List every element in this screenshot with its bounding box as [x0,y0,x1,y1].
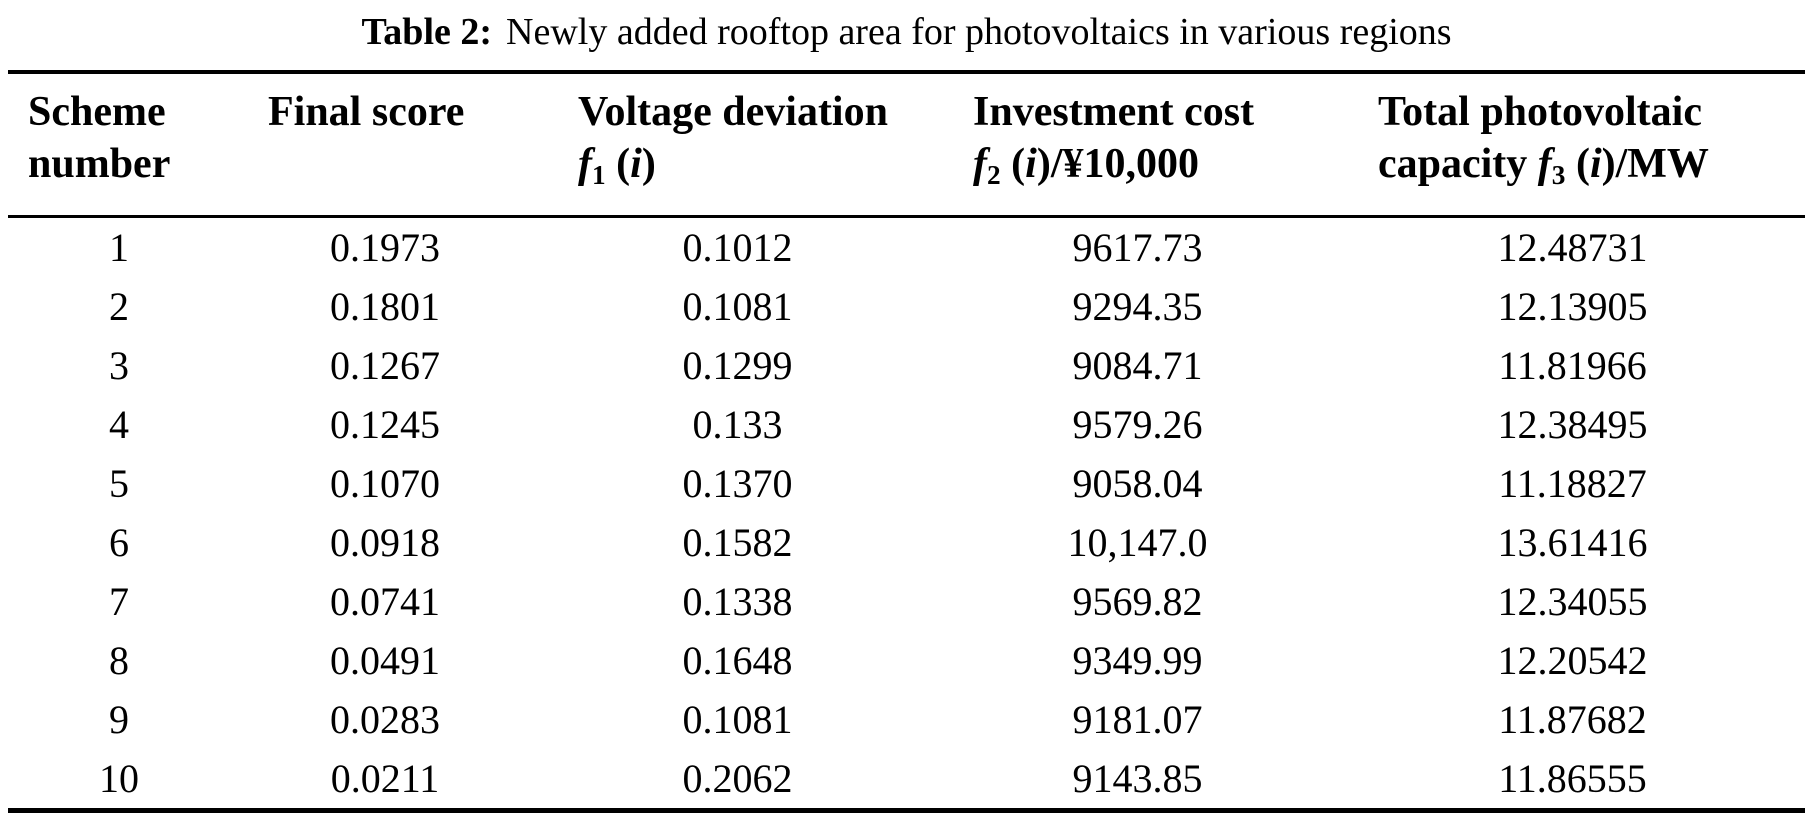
table-cell: 9579.26 [1072,401,1203,447]
table-cell: 6 [109,519,129,565]
math-segment: )/¥10,000 [1036,141,1199,187]
table-cell: 0.0491 [330,637,440,683]
math-segment: capacity [1378,141,1538,187]
math-segment: f [578,141,592,187]
math-segment: ( [1565,141,1590,187]
header-line-1: Voltage deviation [578,89,888,135]
math-segment: f [973,141,987,187]
table-cell: 5 [109,460,129,506]
table-cell: 0.1012 [682,224,793,270]
col-header-voltage-deviation: Voltage deviation f1 (i) [540,72,935,218]
math-segment: i [1589,141,1602,187]
math-segment: )/MW [1601,141,1709,187]
table-row: 2 0.1801 0.1081 9294.35 12.13905 [8,277,1805,336]
table-body: 1 0.1973 0.1012 9617.73 12.48731 2 0.1801 0.108… [8,216,1805,810]
header-line-1: Total photovoltaic [1378,89,1702,135]
header-line-1: Investment cost [973,89,1255,135]
table-cell: 0.1299 [682,342,793,388]
table-row: 10 0.0211 0.2062 9143.85 11.86555 [8,749,1805,811]
table-row: 4 0.1245 0.133 9579.26 12.38495 [8,395,1805,454]
table-cell: 0.0283 [330,696,440,742]
col-header-total-photovoltaic-capacity: Total photovoltaic capacity f3 (i)/MW [1340,72,1805,218]
table-cell: 0.1582 [682,519,793,565]
table-row: 3 0.1267 0.1299 9084.71 11.81966 [8,336,1805,395]
col-header-final-score: Final score [230,72,540,218]
table-cell: 12.48731 [1497,224,1648,270]
table-cell: 9 [109,696,129,742]
header-line-1: Scheme [28,89,166,135]
table-cell: 13.61416 [1497,519,1648,565]
table-cell: 12.20542 [1497,637,1648,683]
results-table: Scheme number Final score Voltage deviat… [8,70,1805,813]
table-cell: 0.1648 [682,637,793,683]
table-cell: 0.1267 [330,342,440,388]
table-row: 1 0.1973 0.1012 9617.73 12.48731 [8,216,1805,277]
table-cell: 12.13905 [1497,283,1648,329]
table-cell: 9181.07 [1072,696,1203,742]
math-segment: 3 [1551,159,1566,190]
header-line-2: number [28,141,171,187]
table-cell: 0.2062 [682,755,793,801]
header-line-2: f2 (i)/¥10,000 [973,138,1340,201]
table-cell: 11.18827 [1498,460,1647,506]
table-cell: 0.133 [692,401,783,447]
table-cell: 0.1801 [330,283,440,329]
math-segment: f [1537,141,1552,187]
table-cell: 9084.71 [1072,342,1203,388]
header-line-2: capacity f3 (i)/MW [1378,138,1805,201]
table-caption-label: Table 2: [361,11,493,53]
table-cell: 0.1245 [330,401,440,447]
table-row: 9 0.0283 0.1081 9181.07 11.87682 [8,690,1805,749]
header-line-1: Final score [268,89,465,135]
math-segment: 1 [592,159,606,190]
table-cell: 2 [109,283,129,329]
table-cell: 0.0918 [330,519,440,565]
table-cell: 0.1081 [682,283,793,329]
math-segment: ) [641,141,656,187]
table-row: 6 0.0918 0.1582 10,147.0 13.61416 [8,513,1805,572]
table-cell: 9143.85 [1072,755,1203,801]
table-cell: 0.1370 [682,460,793,506]
table-cell: 11.87682 [1498,696,1647,742]
table-cell: 9617.73 [1072,224,1203,270]
table-cell: 12.34055 [1497,578,1648,624]
table-row: 5 0.1070 0.1370 9058.04 11.18827 [8,454,1805,513]
table-cell: 8 [109,637,129,683]
header-row: Scheme number Final score Voltage deviat… [8,72,1805,218]
table-cell: 0.1070 [330,460,440,506]
table-cell: 1 [109,224,129,270]
table-cell: 9349.99 [1072,637,1203,683]
table-row: 8 0.0491 0.1648 9349.99 12.20542 [8,631,1805,690]
math-segment: ( [605,141,631,187]
table-cell: 4 [109,401,129,447]
table-cell: 9294.35 [1072,283,1203,329]
math-segment: 2 [987,159,1001,190]
math-segment: ( [1000,141,1026,187]
table-cell: 7 [109,578,129,624]
math-segment: i [630,141,642,187]
table-cell: 11.86555 [1498,755,1647,801]
table-cell: 9569.82 [1072,578,1203,624]
header-line-2: f1 (i) [578,138,935,201]
table-row: 7 0.0741 0.1338 9569.82 12.34055 [8,572,1805,631]
table-cell: 0.1081 [682,696,793,742]
table-cell: 11.81966 [1498,342,1647,388]
table-cell: 9058.04 [1072,460,1203,506]
table-caption: Table 2: Newly added rooftop area for pho… [0,8,1813,56]
table-caption-text: Newly added rooftop area for photovoltai… [506,11,1452,53]
table-header: Scheme number Final score Voltage deviat… [8,72,1805,218]
col-header-scheme-number: Scheme number [8,72,230,218]
table-cell: 0.0211 [330,755,440,801]
table-cell: 10,147.0 [1067,519,1208,565]
table-cell: 0.1973 [330,224,440,270]
table-cell: 12.38495 [1497,401,1648,447]
table-cell: 10 [99,755,139,801]
table-cell: 0.0741 [330,578,440,624]
col-header-investment-cost: Investment cost f2 (i)/¥10,000 [935,72,1340,218]
table-cell: 0.1338 [682,578,793,624]
math-segment: i [1025,141,1037,187]
table-cell: 3 [109,342,129,388]
